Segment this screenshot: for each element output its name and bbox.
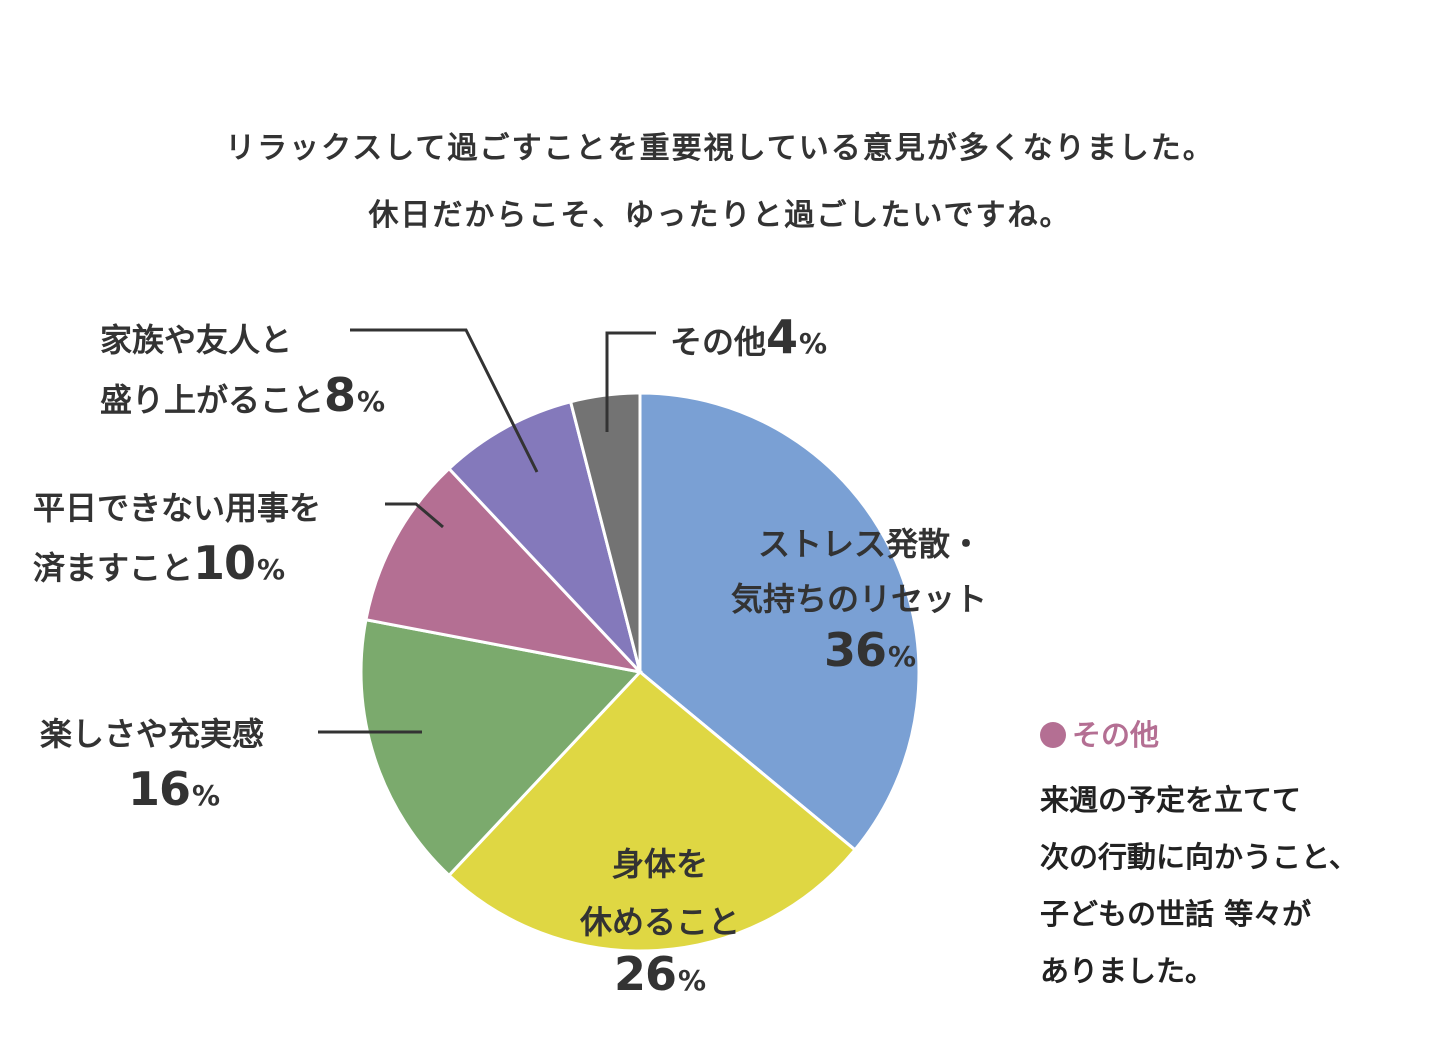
label-stress-relief-line1: ストレス発散・ (757, 525, 982, 563)
note-line-1: 来週の予定を立てて (1040, 783, 1302, 817)
header-line-2: 休日だからこそ、ゆったりと過ごしたいですね。 (368, 198, 1072, 233)
header-line-1: リラックスして過ごすことを重要視している意見が多くなりました。 (225, 131, 1215, 166)
slice-other (568, 391, 642, 673)
note-line-3: 子どもの世話 等々が (1040, 897, 1312, 931)
label-errands-line2: 済ますこと (33, 549, 194, 587)
note-line-4: ありました。 (1040, 954, 1215, 988)
unit-other: % (799, 327, 828, 360)
label-rest-body: 身体を 休めること 26% (540, 835, 780, 1001)
label-family-friends: 家族や友人と 盛り上がること8% (100, 312, 385, 422)
label-stress-relief-line2: 気持ちのリセット (730, 580, 987, 618)
value-other: 4 (766, 310, 798, 364)
label-family-line2: 盛り上がること (100, 381, 325, 419)
note-line-2: 次の行動に向かうこと、 (1040, 840, 1358, 874)
unit-errands: % (257, 553, 286, 586)
value-rest-body: 26 (613, 947, 677, 1001)
value-errands: 10 (193, 536, 256, 590)
label-other-text: その他 (670, 323, 767, 361)
label-fun-line1: 楽しさや充実感 (40, 715, 265, 753)
value-family: 8 (324, 368, 356, 422)
unit-stress-relief: % (887, 640, 917, 673)
unit-fun: % (192, 779, 221, 812)
label-rest-body-line2: 休めること (579, 903, 740, 941)
leader-line-other (605, 331, 656, 432)
label-stress-relief: ストレス発散・ 気持ちのリセット 36% (720, 515, 1020, 677)
label-weekday-errands: 平日できない用事を 済ますこと10% (33, 480, 321, 590)
slice-stress-relief (638, 391, 921, 852)
other-note-title-text: その他 (1072, 718, 1160, 752)
leader-line-errands (385, 502, 444, 529)
circle-icon (1040, 722, 1066, 748)
label-family-line1: 家族や友人と (100, 321, 293, 359)
label-fun-fulfillment: 楽しさや充実感 16% (40, 706, 264, 816)
leader-line-family (350, 328, 539, 473)
value-stress-relief: 36 (823, 623, 887, 677)
other-note-title: その他 (1040, 712, 1358, 754)
slice-family (446, 399, 642, 674)
unit-family: % (357, 385, 386, 418)
label-other: その他4% (670, 310, 827, 364)
slice-rest-body (446, 669, 858, 953)
slice-fun (359, 617, 643, 878)
value-fun: 16 (128, 762, 191, 816)
label-rest-body-line1: 身体を (611, 845, 708, 883)
unit-rest-body: % (677, 964, 707, 997)
other-note: その他 来週の予定を立てて 次の行動に向かうこと、 子どもの世話 等々が ありま… (1040, 712, 1358, 1000)
label-errands-line1: 平日できない用事を (33, 489, 322, 527)
